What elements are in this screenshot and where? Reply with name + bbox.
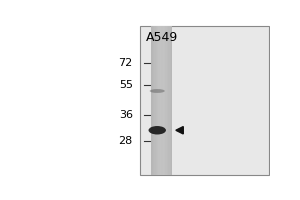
Text: A549: A549 — [146, 31, 178, 44]
Bar — [163, 26, 164, 175]
Text: 28: 28 — [118, 136, 133, 146]
Text: 36: 36 — [119, 110, 133, 120]
Bar — [167, 26, 168, 175]
Bar — [165, 26, 167, 175]
Bar — [154, 26, 156, 175]
Bar — [153, 26, 154, 175]
Polygon shape — [176, 127, 183, 134]
Bar — [164, 26, 165, 175]
Bar — [169, 26, 171, 175]
Bar — [160, 26, 161, 175]
Bar — [152, 26, 153, 175]
Bar — [157, 26, 158, 175]
Bar — [171, 26, 172, 175]
Bar — [158, 26, 160, 175]
Ellipse shape — [148, 126, 166, 134]
Ellipse shape — [150, 89, 165, 93]
Text: 72: 72 — [118, 58, 133, 68]
Bar — [140, 26, 269, 175]
Bar — [168, 26, 169, 175]
Text: 55: 55 — [119, 80, 133, 90]
Bar — [152, 26, 172, 175]
Bar — [156, 26, 157, 175]
Bar — [161, 26, 163, 175]
Bar — [161, 26, 163, 175]
